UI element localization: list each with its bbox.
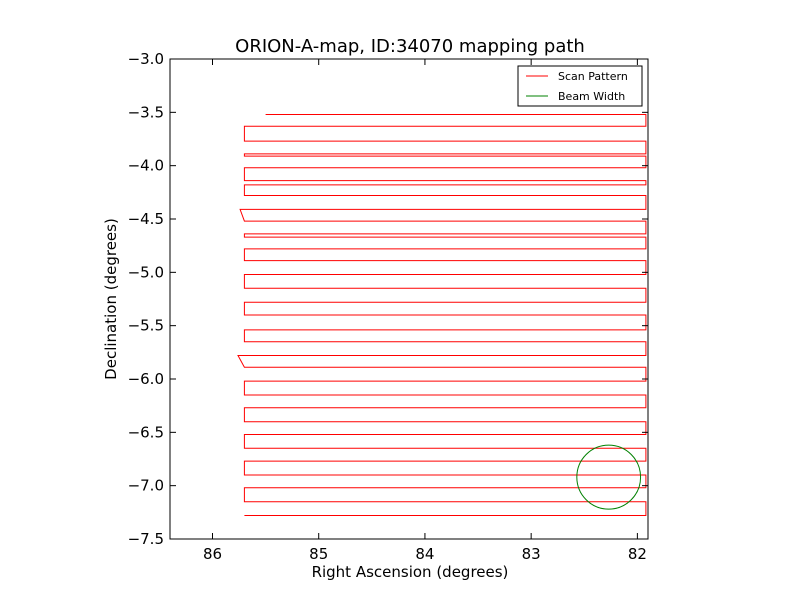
y-tick-label: −3.0 (128, 50, 164, 68)
legend: Scan Pattern Beam Width (517, 65, 643, 107)
x-tick-label: 84 (415, 545, 434, 563)
y-tick-label: −7.5 (128, 530, 164, 548)
plot-area (237, 114, 647, 516)
plot-frame (169, 58, 649, 540)
x-tick-label: 85 (309, 545, 328, 563)
y-tick-label: −7.0 (128, 477, 164, 495)
beam-width-circle (576, 444, 642, 510)
chart-title: ORION-A-map, ID:34070 mapping path (235, 36, 585, 57)
scan-pattern-path (237, 114, 647, 516)
x-tick-label: 83 (522, 545, 541, 563)
y-tick-label: −4.0 (128, 157, 164, 175)
y-tick-label: −4.5 (128, 210, 164, 228)
y-axis-label: Declination (degrees) (102, 218, 120, 380)
y-tick-label: −6.0 (128, 370, 164, 388)
y-tick-label: −6.5 (128, 423, 164, 441)
x-axis: 86 85 84 83 82 (203, 59, 647, 563)
x-tick-label: 86 (203, 545, 222, 563)
y-axis: −3.0 −3.5 −4.0 −4.5 −5.0 −5.5 −6.0 −6.5 −7.0 −7.5 (128, 50, 648, 548)
legend-box (517, 65, 643, 107)
x-tick-label: 82 (628, 545, 647, 563)
legend-label-scan-pattern: Scan Pattern (558, 70, 628, 83)
y-tick-label: −3.5 (128, 103, 164, 121)
y-tick-label: −5.5 (128, 317, 164, 335)
legend-label-beam-width: Beam Width (558, 90, 625, 103)
x-axis-label: Right Ascension (degrees) (312, 563, 509, 581)
y-tick-label: −5.0 (128, 263, 164, 281)
